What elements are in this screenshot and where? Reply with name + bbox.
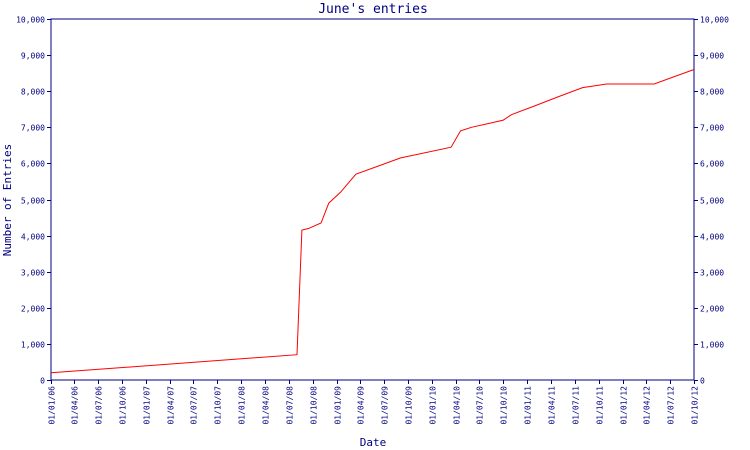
plot-frame (50, 18, 695, 381)
x-tick-label: 01/01/07 (143, 386, 152, 425)
y-tick-label-right: 10,000 (700, 16, 729, 25)
x-tick-label: 01/07/11 (572, 386, 581, 425)
y-tick-label-left: 4,000 (21, 233, 45, 242)
y-tick-label-right: 5,000 (700, 197, 724, 206)
y-tick-label-right: 2,000 (700, 305, 724, 314)
y-tick-label-right: 7,000 (700, 124, 724, 133)
y-tick-label-right: 6,000 (700, 160, 724, 169)
y-tick-label-left: 3,000 (21, 269, 45, 278)
x-tick-label: 01/07/06 (95, 386, 104, 425)
x-tick-label: 01/10/06 (119, 386, 128, 425)
x-tick-label: 01/07/10 (476, 386, 485, 425)
x-tick-label: 01/04/06 (71, 386, 80, 425)
y-tick-label-left: 2,000 (21, 305, 45, 314)
x-tick-label: 01/10/12 (691, 386, 700, 425)
x-tick-label: 01/10/10 (500, 386, 509, 425)
y-tick-label-right: 9,000 (700, 52, 724, 61)
y-tick-label-left: 7,000 (21, 124, 45, 133)
series-layer (50, 69, 695, 374)
y-axis-left: 0 1,000 2,000 3,000 4,000 5,000 6,000 7,000 8,00… (16, 16, 51, 386)
y-tick-label-right: 3,000 (700, 269, 724, 278)
y-tick-label-left: 8,000 (21, 88, 45, 97)
x-tick-label: 01/01/06 (48, 386, 57, 425)
y-tick-label-right: 1,000 (700, 341, 724, 350)
chart-title: June's entries (318, 2, 428, 17)
x-tick-label: 01/07/07 (190, 386, 199, 425)
y-axis-right: 0 1,000 2,000 3,000 4,000 5,000 6,000 7,000 8,00… (694, 16, 729, 386)
y-tick-label-left: 10,000 (16, 16, 45, 25)
y-tick-label-left: 9,000 (21, 52, 45, 61)
x-tick-label: 01/07/08 (286, 386, 295, 425)
x-axis: 01/01/06 01/04/06 01/07/06 01/10/06 01/01/07… (48, 380, 700, 425)
x-tick-label: 01/10/09 (405, 386, 414, 425)
y-tick-label-right: 0 (700, 377, 705, 386)
x-tick-label: 01/04/07 (167, 386, 176, 425)
x-tick-label: 01/04/10 (453, 386, 462, 425)
y-tick-label-left: 0 (40, 377, 45, 386)
series-line-0 (50, 69, 695, 374)
x-axis-title: Date (360, 436, 387, 449)
x-tick-label: 01/01/11 (524, 386, 533, 425)
y-tick-label-right: 8,000 (700, 88, 724, 97)
y-tick-label-left: 6,000 (21, 160, 45, 169)
x-tick-label: 01/01/09 (334, 386, 343, 425)
y-tick-label-left: 5,000 (21, 197, 45, 206)
x-tick-label: 01/10/08 (310, 386, 319, 425)
y-tick-label-left: 1,000 (21, 341, 45, 350)
x-tick-label: 01/07/12 (667, 386, 676, 425)
x-tick-label: 01/10/11 (596, 386, 605, 425)
x-tick-label: 01/04/09 (357, 386, 366, 425)
y-axis-title: Number of Entries (1, 144, 14, 257)
x-tick-label: 01/01/12 (620, 386, 629, 425)
x-tick-label: 01/04/11 (548, 386, 557, 425)
x-tick-label: 01/01/10 (429, 386, 438, 425)
x-tick-label: 01/01/08 (238, 386, 247, 425)
x-tick-label: 01/04/08 (262, 386, 271, 425)
x-tick-label: 01/04/12 (643, 386, 652, 425)
x-tick-label: 01/10/07 (214, 386, 223, 425)
x-tick-label: 01/07/09 (381, 386, 390, 425)
y-tick-label-right: 4,000 (700, 233, 724, 242)
